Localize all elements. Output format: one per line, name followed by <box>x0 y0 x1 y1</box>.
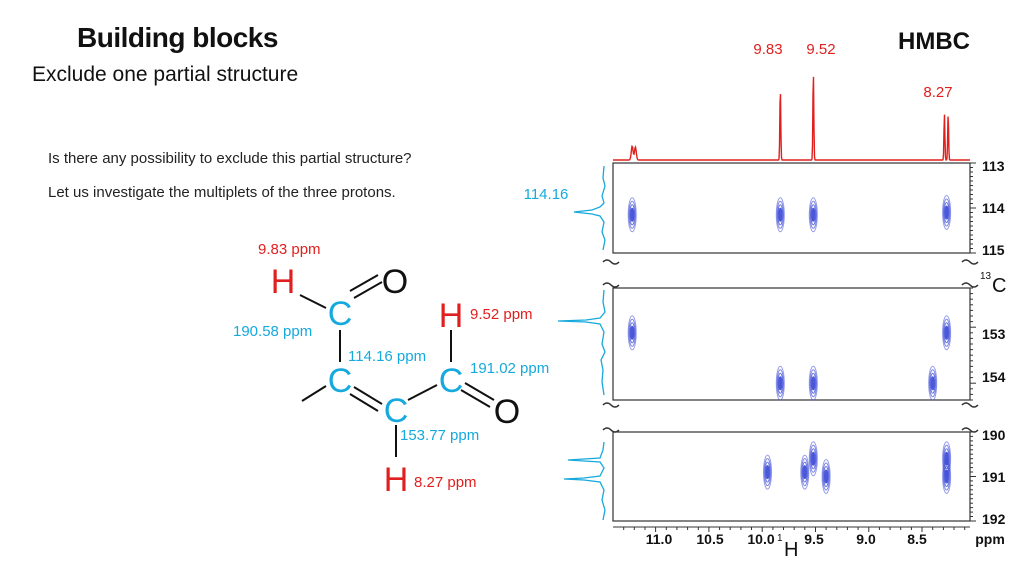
atom-h: H <box>439 297 464 335</box>
axis-break-mark <box>961 427 979 433</box>
instruction-text: Let us investigate the multiplets of the… <box>48 184 396 201</box>
axis-break-marks <box>602 259 979 433</box>
atom-o: O <box>382 263 408 301</box>
bonds <box>299 274 495 457</box>
cross-peak <box>627 315 637 351</box>
carbon-projection-trace <box>557 289 606 396</box>
shift-label: 114.16 ppm <box>348 348 426 365</box>
y-axis-label: C <box>992 275 1006 297</box>
bond <box>349 274 379 292</box>
y-tick-label: 113 <box>982 158 1005 174</box>
x-tick-label: 9.0 <box>856 531 876 547</box>
carbon-peak-label: 114.16 <box>524 186 569 203</box>
y-tick-label: 154 <box>982 369 1006 385</box>
proton-peak-label: 8.27 <box>923 84 952 101</box>
slide-subtitle: Exclude one partial structure <box>32 63 299 86</box>
cross-peak <box>800 454 810 490</box>
y-tick-label: 192 <box>982 511 1006 527</box>
x-axis-label: H <box>784 539 798 561</box>
y-tick-label: 190 <box>982 427 1006 443</box>
shift-label: 9.83 ppm <box>258 241 321 258</box>
cross-peaks <box>627 195 952 494</box>
bond <box>353 281 383 299</box>
atom-c: C <box>328 295 353 333</box>
x-tick-label: 10.0 <box>747 531 774 547</box>
x-axis-unit: ppm <box>975 531 1005 547</box>
axis-break-mark <box>602 259 620 265</box>
bond <box>353 386 383 405</box>
shift-label: 191.02 ppm <box>470 360 549 377</box>
atom-c: C <box>328 362 353 400</box>
spectrum-panel <box>612 431 971 522</box>
axis-break-mark <box>961 282 979 288</box>
cross-peak <box>808 365 818 401</box>
spectrum-panel <box>612 287 971 401</box>
proton-peak-label: 9.52 <box>806 41 835 58</box>
x-tick-label: 10.5 <box>696 531 723 547</box>
question-text: Is there any possibility to exclude this… <box>48 150 412 167</box>
y-tick-label: 115 <box>982 242 1005 258</box>
cross-peak <box>775 197 785 233</box>
partial-structure: H O C H C C C O H 9.83 ppm 190.58 ppm 9.… <box>233 241 549 499</box>
cross-peak <box>808 197 818 233</box>
spectrum-panel <box>612 162 971 254</box>
y-tick-label: 153 <box>982 326 1006 342</box>
atom-h: H <box>384 461 409 499</box>
bond <box>349 393 379 412</box>
x-axis-label-sup: 1 <box>777 533 783 544</box>
cross-peak <box>821 459 831 494</box>
cross-peak <box>942 459 952 494</box>
axis-break-mark <box>961 259 979 265</box>
y-axis-label-sup: 13 <box>980 271 992 282</box>
cross-peak <box>775 365 785 401</box>
axis-break-mark <box>602 427 620 433</box>
bond <box>301 385 327 402</box>
cross-peak <box>763 454 772 490</box>
experiment-badge: HMBC <box>898 28 970 55</box>
axis-break-mark <box>602 282 620 288</box>
axis-break-mark <box>961 402 979 408</box>
x-tick-label: 8.5 <box>907 531 927 547</box>
shift-label: 153.77 ppm <box>400 427 479 444</box>
spectrum-frames <box>612 162 971 522</box>
carbon-projection-trace <box>573 165 606 251</box>
x-tick-label: 11.0 <box>646 531 673 547</box>
shift-label: 8.27 ppm <box>414 474 477 491</box>
y-tick-label: 191 <box>982 469 1006 485</box>
y-axis-ticks <box>970 162 976 522</box>
y-tick-labels: 113 114 115 153 154 190 191 192 <box>982 158 1006 527</box>
slide-title: Building blocks <box>77 22 278 53</box>
atom-c: C <box>439 362 464 400</box>
shift-label: 9.52 ppm <box>470 306 533 323</box>
bond <box>407 384 438 401</box>
carbon-projection-trace <box>563 441 606 521</box>
x-tick-label: 9.5 <box>804 531 824 547</box>
carbon-projections <box>557 165 606 521</box>
proton-peak-label: 9.83 <box>753 41 782 58</box>
atom-h: H <box>271 263 296 301</box>
y-tick-label: 114 <box>982 200 1005 216</box>
cross-peak <box>627 197 637 233</box>
cross-peak <box>928 365 938 401</box>
bond <box>299 294 327 309</box>
cross-peak <box>942 195 952 230</box>
axis-break-mark <box>602 402 620 408</box>
cross-peak <box>942 315 952 351</box>
cross-peak <box>808 441 818 477</box>
bond <box>460 389 491 408</box>
x-tick-labels: 11.0 10.5 10.0 9.5 9.0 8.5 <box>646 531 927 547</box>
x-axis-ticks <box>623 527 966 532</box>
atom-c: C <box>384 392 409 430</box>
atom-o: O <box>494 393 520 431</box>
shift-label: 190.58 ppm <box>233 323 312 340</box>
proton-projection-trace <box>613 76 970 161</box>
y-axis-title: 13 C <box>980 271 1006 297</box>
bond <box>464 382 495 401</box>
